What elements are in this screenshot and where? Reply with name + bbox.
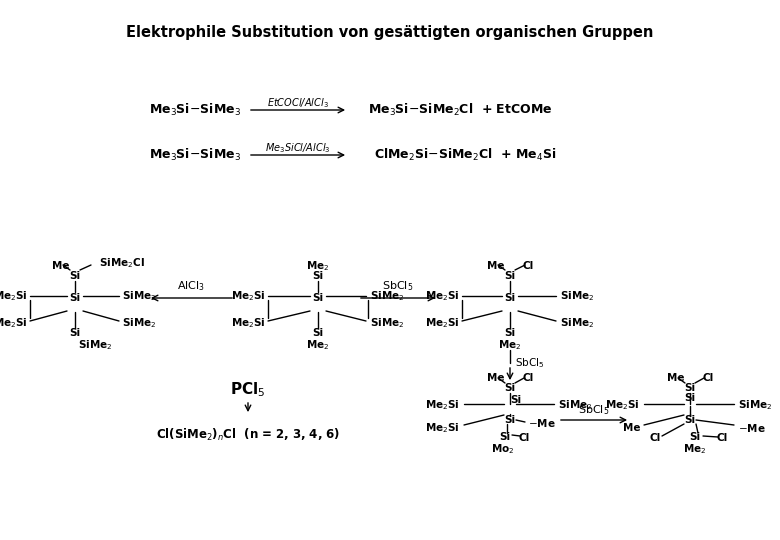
Text: Cl: Cl	[716, 433, 728, 443]
Text: Cl: Cl	[702, 373, 714, 383]
Text: Si: Si	[69, 293, 80, 303]
Text: Me$_2$Si: Me$_2$Si	[232, 316, 266, 330]
Text: SbCl$_5$: SbCl$_5$	[578, 403, 610, 417]
Text: Si: Si	[505, 293, 516, 303]
Text: SbCl$_5$: SbCl$_5$	[382, 279, 413, 293]
Text: Me: Me	[52, 261, 69, 271]
Text: Me$_3$SiCl/AlCl$_3$: Me$_3$SiCl/AlCl$_3$	[265, 141, 331, 155]
Text: Si: Si	[684, 383, 696, 393]
Text: Cl: Cl	[650, 433, 661, 443]
Text: Si: Si	[684, 415, 696, 425]
Text: Cl: Cl	[519, 433, 530, 443]
Text: PCl$_5$: PCl$_5$	[230, 381, 266, 400]
Text: Me$_2$Si: Me$_2$Si	[425, 316, 460, 330]
Text: Me$_2$: Me$_2$	[307, 338, 330, 352]
Text: Si: Si	[505, 271, 516, 281]
Text: Me: Me	[488, 261, 505, 271]
Text: Si: Si	[505, 383, 516, 393]
Text: Me: Me	[488, 373, 505, 383]
Text: Me$_2$Si: Me$_2$Si	[425, 289, 460, 303]
Text: ClMe$_2$Si$-$SiMe$_2$Cl  + Me$_4$Si: ClMe$_2$Si$-$SiMe$_2$Cl + Me$_4$Si	[374, 147, 556, 163]
Text: Me$_3$Si$-$SiMe$_3$: Me$_3$Si$-$SiMe$_3$	[149, 147, 241, 163]
Text: SiMe$_2$: SiMe$_2$	[370, 289, 404, 303]
Text: Si: Si	[505, 415, 516, 425]
Text: Elektrophile Substitution von gesättigten organischen Gruppen: Elektrophile Substitution von gesättigte…	[126, 24, 654, 39]
Text: Me$_2$Si: Me$_2$Si	[425, 398, 460, 412]
Text: Me: Me	[667, 373, 685, 383]
Text: Si: Si	[69, 328, 80, 338]
Text: Me$_2$: Me$_2$	[498, 338, 522, 352]
Text: Si: Si	[499, 432, 511, 442]
Text: $-$Me: $-$Me	[528, 417, 555, 429]
Text: Cl: Cl	[523, 373, 534, 383]
Text: Me$_3$Si$-$SiMe$_3$: Me$_3$Si$-$SiMe$_3$	[149, 102, 241, 118]
Text: Me$_2$Si: Me$_2$Si	[0, 316, 28, 330]
Text: Si: Si	[690, 432, 700, 442]
Text: Me: Me	[622, 423, 640, 433]
Text: Si: Si	[313, 293, 324, 303]
Text: Cl(SiMe$_2$)$_n$Cl  (n = 2, 3, 4, 6): Cl(SiMe$_2$)$_n$Cl (n = 2, 3, 4, 6)	[156, 427, 340, 443]
Text: SiMe$_2$: SiMe$_2$	[560, 289, 594, 303]
Text: AlCl$_3$: AlCl$_3$	[177, 279, 205, 293]
Text: Me$_2$Si: Me$_2$Si	[0, 289, 28, 303]
Text: SiMe$_2$: SiMe$_2$	[122, 316, 156, 330]
Text: Me$_2$: Me$_2$	[307, 259, 330, 273]
Text: Si: Si	[313, 271, 324, 281]
Text: Me$_2$Si: Me$_2$Si	[232, 289, 266, 303]
Text: Mo$_2$: Mo$_2$	[491, 442, 515, 456]
Text: Si: Si	[684, 393, 696, 403]
Text: Me$_2$Si: Me$_2$Si	[605, 398, 640, 412]
Text: SiMe$_2$: SiMe$_2$	[122, 289, 156, 303]
Text: Si: Si	[510, 395, 521, 405]
Text: Me$_2$: Me$_2$	[683, 442, 707, 456]
Text: Me$_2$Si: Me$_2$Si	[425, 421, 460, 435]
Text: Cl: Cl	[523, 261, 534, 271]
Text: EtCOCl/AlCl$_3$: EtCOCl/AlCl$_3$	[267, 96, 329, 110]
Text: SiMe$_2$: SiMe$_2$	[78, 338, 112, 352]
Text: SiMe$_2$: SiMe$_2$	[560, 316, 594, 330]
Text: Me$_3$Si$-$SiMe$_2$Cl  + EtCOMe: Me$_3$Si$-$SiMe$_2$Cl + EtCOMe	[367, 102, 552, 118]
Text: SiMe$_2$: SiMe$_2$	[370, 316, 404, 330]
Text: Si: Si	[69, 271, 80, 281]
Text: SbCl$_5$: SbCl$_5$	[516, 356, 544, 370]
Text: SiMe$_2$Cl: SiMe$_2$Cl	[99, 256, 145, 270]
Text: Si: Si	[313, 328, 324, 338]
Text: SiMe$_2$: SiMe$_2$	[558, 398, 592, 412]
Text: SiMe$_2$: SiMe$_2$	[738, 398, 772, 412]
Text: $-$Me: $-$Me	[738, 422, 766, 434]
Text: Si: Si	[505, 328, 516, 338]
